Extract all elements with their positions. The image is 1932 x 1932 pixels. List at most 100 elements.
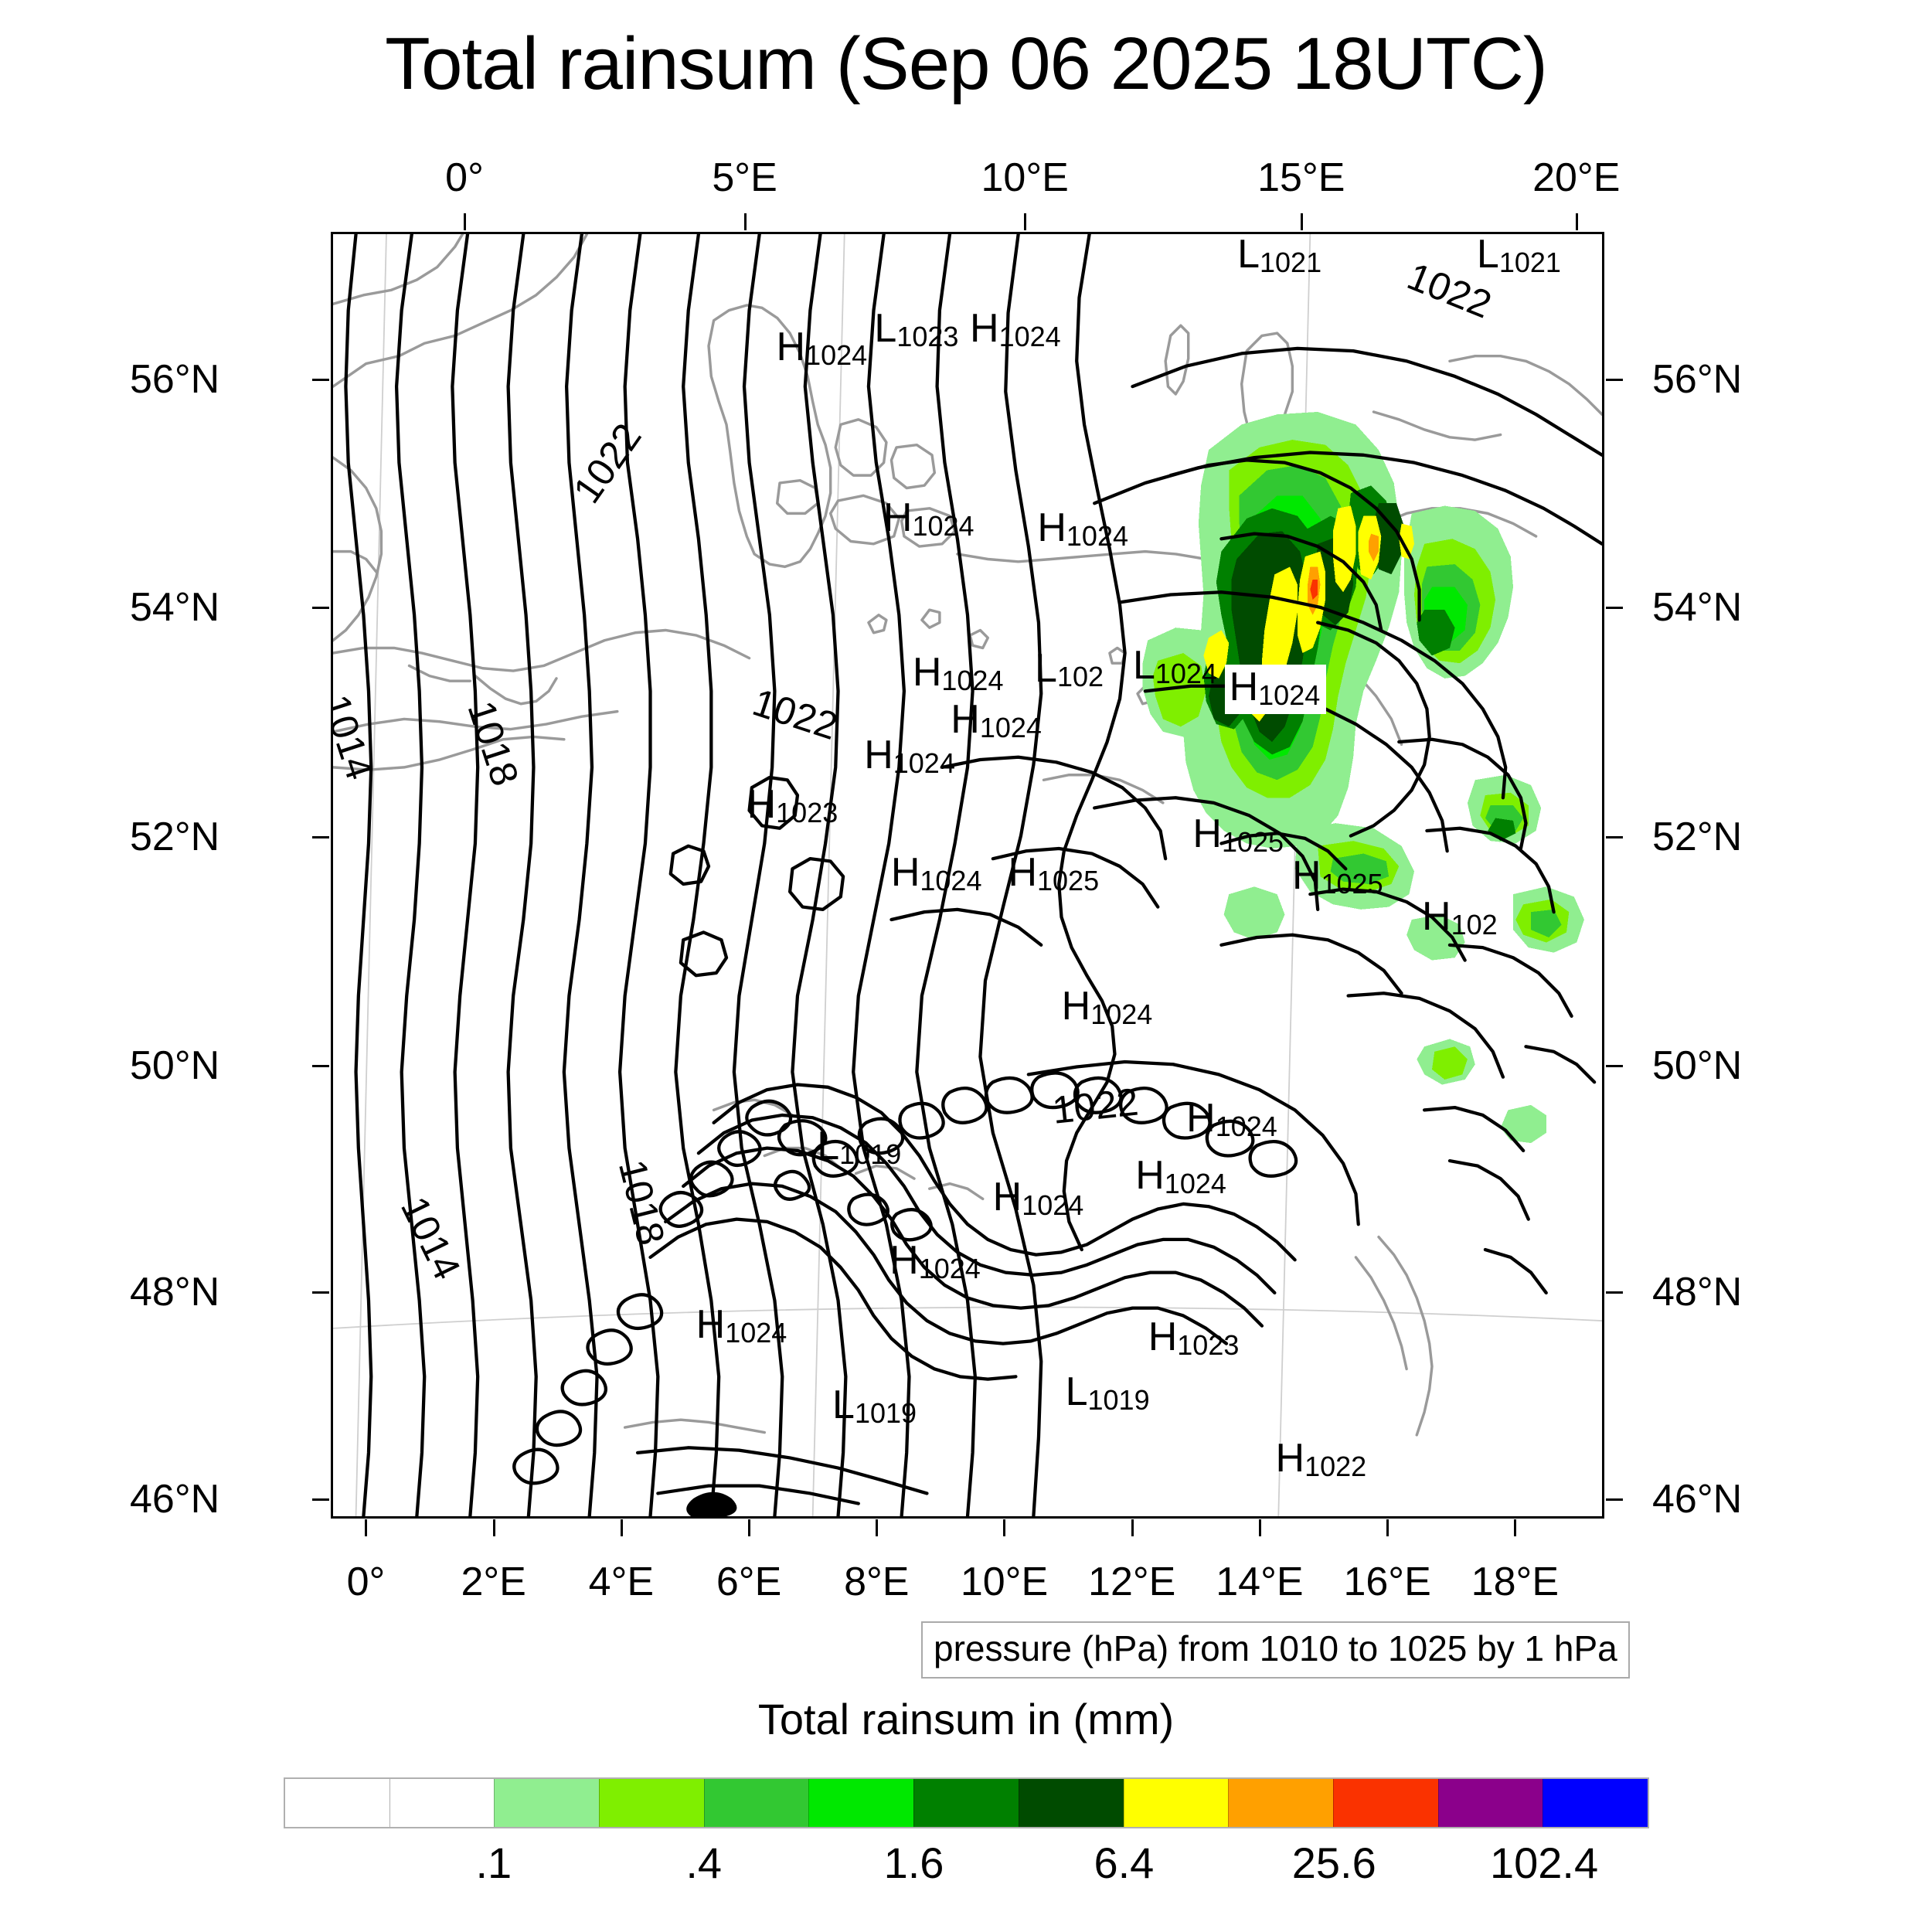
pressure-marker: L1019 [1066, 1372, 1150, 1414]
pressure-marker: H1024 [1037, 508, 1128, 550]
contour-label: 1022 [1050, 1080, 1141, 1132]
left-axis-label: 48°N [130, 1269, 220, 1315]
colorbar-cell[interactable] [285, 1779, 389, 1827]
colorbar-cell[interactable] [599, 1779, 704, 1827]
pressure-marker: H1023 [747, 784, 838, 827]
top-axis-label: 0° [445, 155, 484, 200]
left-axis-tick [312, 835, 329, 838]
bottom-axis-tick [1258, 1519, 1261, 1536]
colorbar-cell[interactable] [1018, 1779, 1124, 1827]
bottom-axis-tick [620, 1519, 623, 1536]
pressure-marker-value: 1022 [1304, 1450, 1367, 1482]
top-axis-tick [1024, 213, 1027, 230]
colorbar-tick-labels: .1 .4 1.6 6.4 25.6 102.4 [284, 1838, 1649, 1900]
right-axis-tick [1606, 607, 1623, 610]
bottom-axis-tick [1386, 1519, 1389, 1536]
colorbar-cell[interactable] [1332, 1779, 1438, 1827]
pressure-marker-value: 1024 [998, 320, 1061, 352]
pressure-marker-letter: H [776, 325, 806, 370]
bottom-axis-label: 8°E [844, 1560, 910, 1604]
left-axis-tick [312, 1498, 329, 1502]
pressure-legend: pressure (hPa) from 1010 to 1025 by 1 hP… [921, 1621, 1630, 1679]
colorbar-cell[interactable] [1543, 1779, 1648, 1827]
colorbar-cell[interactable] [1437, 1779, 1543, 1827]
colorbar-cell[interactable] [808, 1779, 914, 1827]
pressure-marker: H1024 [696, 1304, 787, 1347]
right-axis-tick [1606, 379, 1623, 382]
colorbar-cell[interactable] [494, 1779, 600, 1827]
pressure-marker: H1024 [889, 1240, 981, 1283]
right-axis-label: 56°N [1652, 357, 1743, 403]
right-axis-tick [1606, 1064, 1623, 1067]
pressure-marker-value: 1021 [1498, 247, 1561, 278]
map-plot-area[interactable]: L1021 L1021 H1024 L1023 H1024 H1024 H1024 H1024… [331, 232, 1604, 1519]
pressure-marker-value: 1024 [920, 864, 982, 896]
pressure-marker-value: 1024 [979, 711, 1042, 743]
pressure-marker: H1024 [883, 498, 975, 540]
colorbar-title: Total rainsum in (mm) [757, 1695, 1175, 1743]
bottom-axis-tick [1131, 1519, 1134, 1536]
pressure-marker-value: 1024 [1066, 520, 1128, 553]
pressure-marker-letter: H [1135, 1152, 1165, 1198]
left-axis-label: 56°N [130, 357, 220, 403]
top-axis-label: 15°E [1257, 155, 1345, 200]
right-axis-tick [1606, 835, 1623, 838]
pressure-marker-value: 102 [1056, 660, 1104, 692]
top-axis-label: 20°E [1532, 155, 1621, 200]
pressure-marker-value: 1025 [1037, 864, 1100, 896]
colorbar-cell[interactable] [703, 1779, 809, 1827]
colorbar-tick-label: 6.4 [1094, 1838, 1155, 1887]
bottom-axis-tick [1514, 1519, 1517, 1536]
pressure-marker-letter: H [747, 782, 777, 828]
pressure-marker: H1024 [1062, 986, 1153, 1029]
pressure-marker-value: 1019 [839, 1138, 902, 1170]
pressure-marker: H1024 [891, 852, 982, 895]
pressure-marker-letter: L [1065, 1369, 1088, 1415]
pressure-marker: L1019 [817, 1126, 901, 1168]
pressure-marker-letter: H [1008, 849, 1037, 895]
isobar-contours [344, 234, 1602, 1516]
pressure-marker-letter: H [970, 305, 999, 351]
colorbar-cell[interactable] [913, 1779, 1019, 1827]
colorbar-cell[interactable] [1228, 1779, 1333, 1827]
precipitation-layer [1142, 411, 1585, 1144]
colorbar-cell[interactable] [1123, 1779, 1229, 1827]
bottom-axis-label: 10°E [960, 1560, 1049, 1604]
pressure-marker-letter: H [890, 849, 920, 895]
pressure-marker: H1025 [1008, 852, 1099, 895]
pressure-marker-letter: H [1229, 665, 1259, 710]
pressure-marker-letter: H [1275, 1435, 1305, 1481]
pressure-marker-value: 1019 [854, 1396, 917, 1429]
pressure-marker-letter: H [1192, 811, 1222, 857]
right-axis-label: 50°N [1652, 1043, 1743, 1088]
right-axis-label: 54°N [1652, 585, 1743, 631]
bottom-axis-label: 14°E [1216, 1560, 1304, 1604]
pressure-marker-value: 1024 [1155, 658, 1217, 690]
pressure-marker-letter: H [883, 495, 913, 541]
left-axis-tick [312, 379, 329, 382]
colorbar-cell[interactable] [389, 1779, 495, 1827]
left-axis-label: 46°N [130, 1477, 220, 1522]
pressure-marker-letter: H [1186, 1095, 1216, 1141]
right-axis-label: 52°N [1652, 814, 1743, 859]
colorbar[interactable] [284, 1777, 1649, 1828]
top-axis-tick [1575, 213, 1578, 230]
bottom-axis-tick [365, 1519, 368, 1536]
pressure-marker-value: 1024 [725, 1316, 787, 1349]
pressure-marker: L1021 [1237, 234, 1321, 277]
right-axis-tick [1606, 1498, 1623, 1502]
bottom-axis-tick [748, 1519, 751, 1536]
pressure-marker: L1019 [832, 1385, 917, 1427]
pressure-marker-letter: H [864, 732, 893, 777]
pressure-marker-value: 102 [1451, 909, 1498, 941]
pressure-marker: H1024 [1224, 665, 1327, 715]
left-axis-label: 50°N [130, 1043, 220, 1088]
pressure-marker-letter: H [1422, 894, 1451, 940]
top-axis-label: 5°E [712, 155, 777, 200]
pressure-marker-letter: H [992, 1174, 1022, 1219]
bottom-axis-label: 2°E [461, 1560, 526, 1604]
pressure-marker-letter: L [817, 1123, 840, 1168]
bottom-axis-label: 4°E [588, 1560, 655, 1604]
pressure-marker-value: 1025 [1321, 868, 1383, 900]
left-axis-tick [312, 1064, 329, 1067]
